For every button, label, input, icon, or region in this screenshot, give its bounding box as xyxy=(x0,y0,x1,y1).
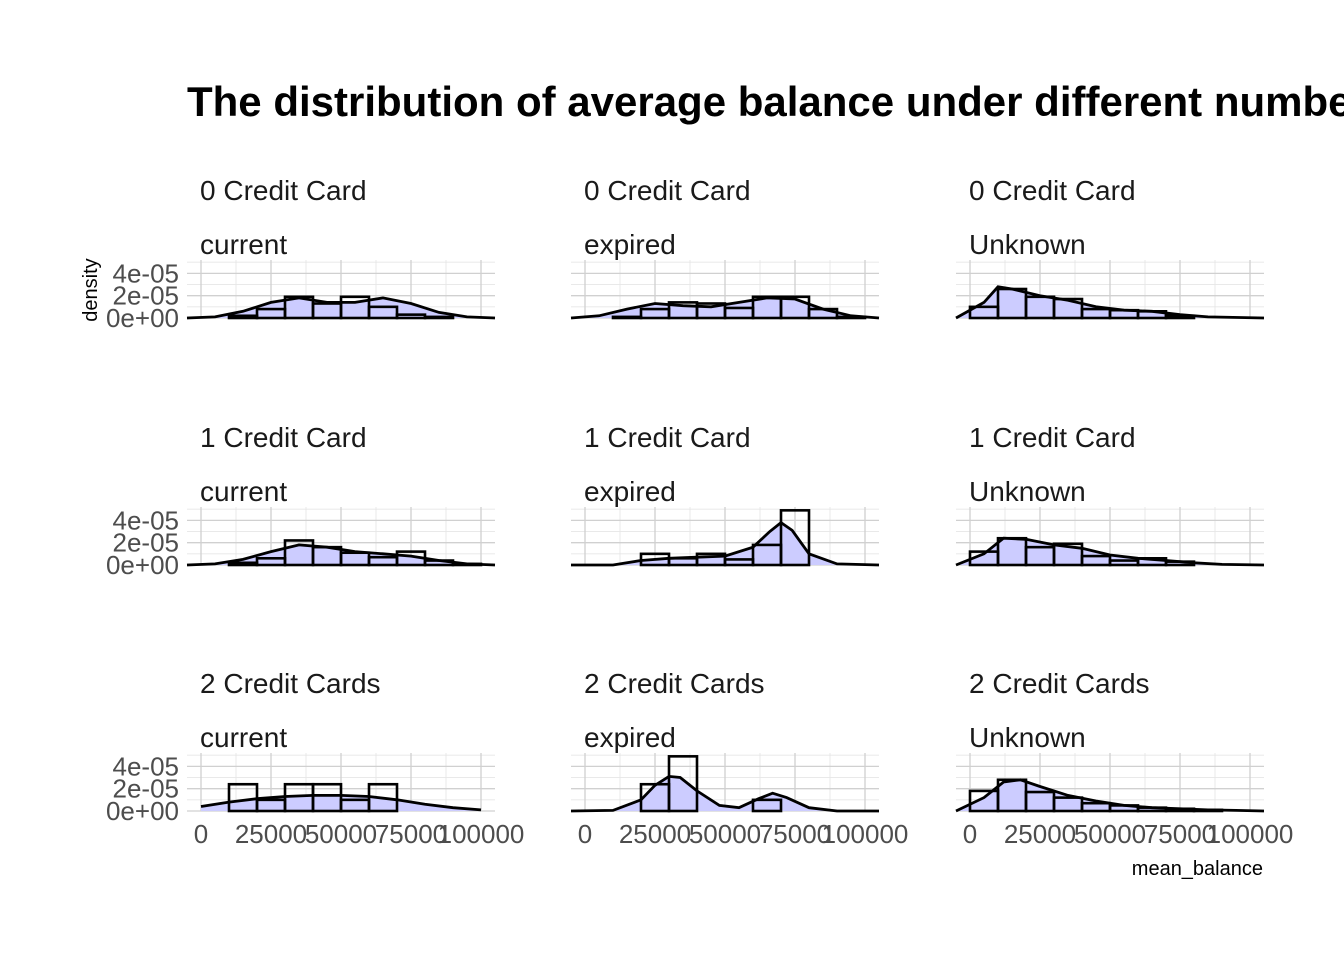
y-tick-label: 4e-05 xyxy=(113,258,180,288)
facet-panel: 1 Credit Card Unknown xyxy=(955,422,1265,567)
facet-strip-label: Unknown xyxy=(969,476,1086,507)
density-curve xyxy=(571,520,880,567)
facet-strip-label: 1 Credit Card xyxy=(200,422,367,453)
facet-panel: 2 Credit Cards expired 0 250005000075000100… xyxy=(570,668,909,849)
density-curve xyxy=(955,536,1265,567)
histogram-bar xyxy=(751,798,783,813)
y-tick-label: 0e+00 xyxy=(106,550,179,580)
density-curve xyxy=(186,543,496,567)
facet-panel: 0 Credit Card Unknown xyxy=(955,175,1265,320)
y-tick-label: 4e-05 xyxy=(113,751,180,781)
y-axis-label: density xyxy=(80,258,102,321)
x-tick-label: 25000 xyxy=(1004,819,1076,849)
facet-strip-label: current xyxy=(200,476,287,507)
x-tick-label: 25000 xyxy=(619,819,691,849)
y-tick-label: 0e+00 xyxy=(106,796,179,826)
x-tick-label: 50000 xyxy=(305,819,377,849)
x-tick-label: 0 xyxy=(194,819,208,849)
facet-strip-label: expired xyxy=(584,476,676,507)
density-area xyxy=(956,538,1264,565)
facet-strip-label: 2 Credit Cards xyxy=(584,668,765,699)
facet-strip-label: 0 Credit Card xyxy=(969,175,1136,206)
density-curve xyxy=(570,774,879,813)
density-curve xyxy=(186,296,496,320)
y-tick-label: 4e-05 xyxy=(113,505,180,535)
facet-panel: 0 Credit Card expired xyxy=(570,175,880,320)
facet-strip-label: Unknown xyxy=(969,722,1086,753)
x-tick-label: 75000 xyxy=(1144,819,1216,849)
histogram-bar xyxy=(311,782,343,813)
x-tick-label: 75000 xyxy=(375,819,447,849)
histogram-bar xyxy=(667,755,699,813)
histogram-bar xyxy=(367,305,399,320)
density-area xyxy=(571,522,879,565)
facet-strip-label: 1 Credit Card xyxy=(584,422,751,453)
facet-strip-label: current xyxy=(200,722,287,753)
x-tick-label: 0 xyxy=(963,819,977,849)
density-curve xyxy=(955,778,1265,813)
x-tick-label: 100000 xyxy=(1207,819,1294,849)
x-tick-label: 0 xyxy=(578,819,592,849)
facet-strip-label: 2 Credit Cards xyxy=(969,668,1150,699)
histogram-bar xyxy=(779,509,811,567)
facet-strip-label: 2 Credit Cards xyxy=(200,668,381,699)
histogram-bar xyxy=(779,295,811,320)
facet-strip-label: Unknown xyxy=(969,229,1086,260)
chart-title: The distribution of average balance unde… xyxy=(187,78,1344,125)
facet-strip-label: 0 Credit Card xyxy=(200,175,367,206)
y-tick-label: 0e+00 xyxy=(106,303,179,333)
x-tick-label: 25000 xyxy=(235,819,307,849)
x-tick-label: 100000 xyxy=(438,819,525,849)
y-tick-label: 2e-05 xyxy=(113,281,180,311)
facet-panel: 1 Credit Card expired xyxy=(571,422,880,567)
histogram-bar xyxy=(227,561,259,567)
density-curve xyxy=(955,285,1265,320)
histogram-bar xyxy=(423,315,455,320)
facet-strip-label: 0 Credit Card xyxy=(584,175,751,206)
facet-strip-label: expired xyxy=(584,229,676,260)
x-tick-label: 50000 xyxy=(1074,819,1146,849)
facet-strip-label: current xyxy=(200,229,287,260)
x-axis-label: mean_balance xyxy=(1132,858,1263,880)
x-tick-label: 100000 xyxy=(822,819,909,849)
x-tick-label: 50000 xyxy=(689,819,761,849)
x-tick-label: 75000 xyxy=(759,819,831,849)
histogram-bar xyxy=(611,315,643,320)
histogram-bar xyxy=(1052,542,1084,567)
density-area xyxy=(956,779,1264,811)
facet-strip-label: 1 Credit Card xyxy=(969,422,1136,453)
facet-strip-label: expired xyxy=(584,722,676,753)
density-area xyxy=(571,776,879,811)
y-tick-label: 2e-05 xyxy=(113,528,180,558)
y-tick-label: 2e-05 xyxy=(113,774,180,804)
density-curve xyxy=(200,794,482,812)
density-curve xyxy=(570,296,880,320)
facet-panel: 2 Credit Cards Unknown 0 250005000075000100… xyxy=(955,668,1294,849)
histogram-bar xyxy=(227,314,259,320)
